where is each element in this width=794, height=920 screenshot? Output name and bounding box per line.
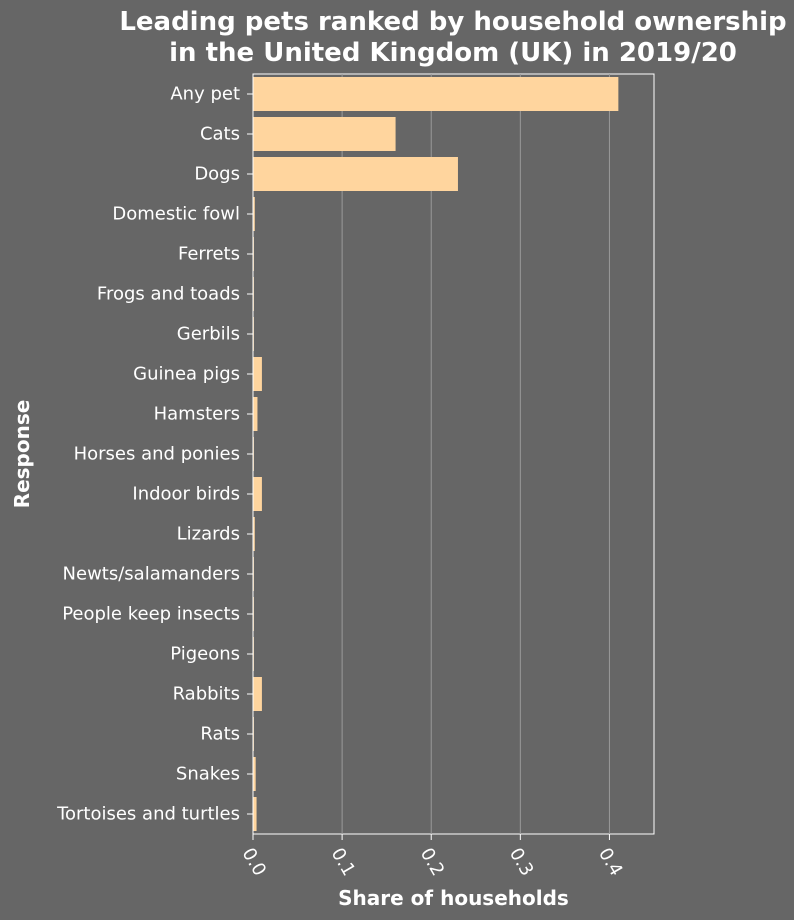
- bar-rabbits: [253, 677, 262, 711]
- bar-indoor-birds: [253, 477, 262, 511]
- y-tick-label: Dogs: [194, 164, 240, 185]
- chart-title-line: Leading pets ranked by household ownersh…: [119, 7, 786, 37]
- y-tick-label: Any pet: [170, 84, 240, 105]
- y-tick-label: Cats: [200, 124, 240, 145]
- bar-cats: [253, 117, 396, 151]
- y-tick-label: Snakes: [176, 764, 240, 785]
- bar-snakes: [253, 757, 256, 791]
- bar-guinea-pigs: [253, 357, 262, 391]
- y-tick-label: Newts/salamanders: [63, 564, 240, 585]
- y-tick-label: Lizards: [177, 524, 240, 545]
- bar-lizards: [253, 517, 255, 551]
- chart-title: Leading pets ranked by household ownersh…: [119, 7, 786, 68]
- bar-tortoises-and-turtles: [253, 797, 257, 831]
- y-tick-label: Guinea pigs: [133, 364, 240, 385]
- y-tick-label: Frogs and toads: [97, 284, 240, 305]
- y-tick-label: Horses and ponies: [74, 444, 240, 465]
- x-tick-label: 0.0: [238, 844, 271, 879]
- y-tick-label: People keep insects: [62, 604, 240, 625]
- y-tick-label: Hamsters: [154, 404, 240, 425]
- y-tick-label: Gerbils: [177, 324, 240, 345]
- x-tick-label: 0.2: [416, 844, 449, 879]
- y-tick-label: Tortoises and turtles: [56, 804, 240, 825]
- x-axis-title: Share of households: [338, 886, 569, 910]
- y-tick-label: Ferrets: [178, 244, 240, 265]
- x-tick-label: 0.3: [505, 844, 538, 879]
- y-tick-label: Indoor birds: [132, 484, 240, 505]
- bar-any-pet: [253, 77, 619, 111]
- chart-title-line: in the United Kingdom (UK) in 2019/20: [169, 38, 737, 68]
- y-tick-label: Rabbits: [173, 684, 240, 705]
- x-tick-label: 0.1: [327, 844, 360, 879]
- y-axis-title: Response: [10, 400, 34, 509]
- bar-domestic-fowl: [253, 197, 255, 231]
- x-tick-label: 0.4: [594, 844, 627, 879]
- y-tick-label: Rats: [200, 724, 240, 745]
- y-tick-label: Domestic fowl: [112, 204, 240, 225]
- bar-hamsters: [253, 397, 258, 431]
- y-tick-label: Pigeons: [170, 644, 240, 665]
- bar-dogs: [253, 157, 458, 191]
